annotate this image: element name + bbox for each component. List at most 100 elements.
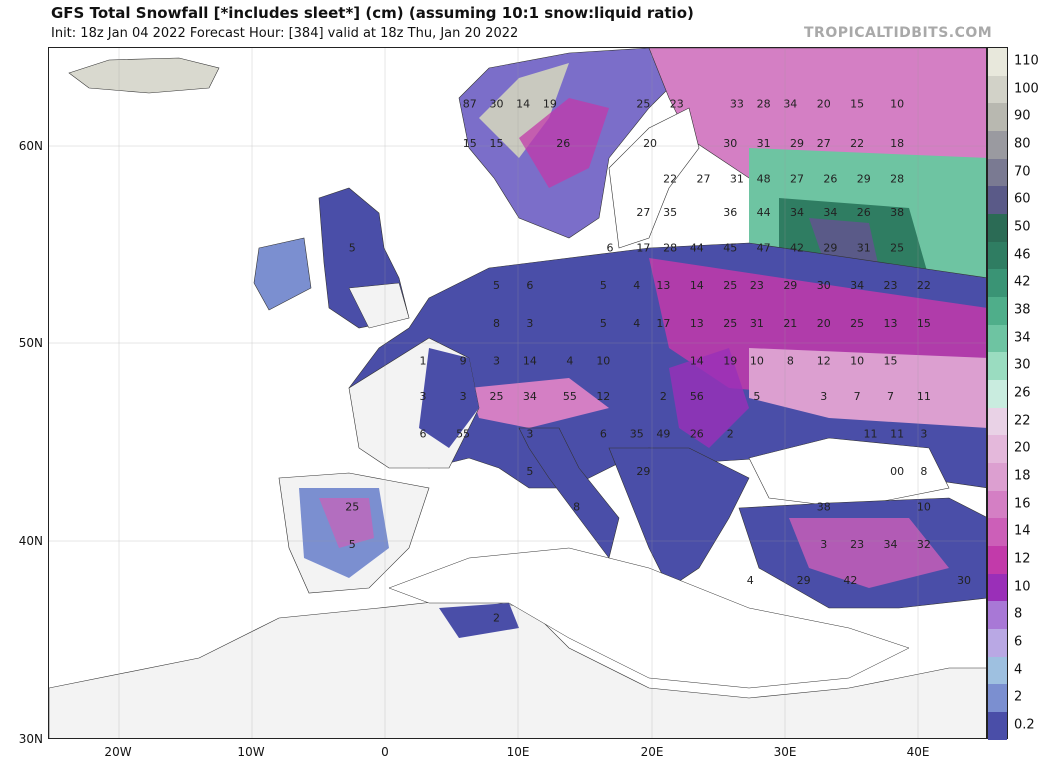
snowfall-value: 42 [790,242,804,255]
snowfall-value: 21 [783,317,797,330]
color-legend [987,47,1008,740]
legend-swatch [988,463,1007,491]
legend-swatch [988,573,1007,602]
snowfall-value: 8 [920,465,927,478]
snowfall-value: 38 [890,206,904,219]
snowfall-value: 2 [493,611,500,624]
snowfall-value: 00 [890,465,904,478]
legend-label: 50 [1014,219,1031,235]
snowfall-value: 5 [753,390,760,403]
snow-alps [469,378,609,428]
legend-swatch [988,546,1007,574]
snowfall-value: 47 [757,242,771,255]
snowfall-value: 8 [573,501,580,514]
snowfall-value: 10 [917,501,931,514]
snowfall-value: 11 [890,427,904,440]
legend-label: 18 [1014,468,1031,484]
snowfall-value: 34 [790,206,804,219]
source-credit: TROPICALTIDBITS.COM [804,25,993,41]
land-balkans [608,447,750,589]
snowfall-value: 55 [456,427,470,440]
snowfall-value: 2 [660,390,667,403]
legend-swatch [988,407,1007,436]
snowfall-value: 3 [920,427,927,440]
legend-label: 20 [1014,440,1031,456]
legend-label: 2 [1014,689,1023,705]
snowfall-value: 13 [690,317,704,330]
snowfall-value: 34 [523,390,537,403]
legend-label: 6 [1014,634,1023,650]
snowfall-value: 15 [850,97,864,110]
lon-label-40e: 40E [906,745,930,759]
snowfall-value: 44 [757,206,771,219]
snowfall-value: 15 [883,354,897,367]
snowfall-value: 31 [730,172,744,185]
snowfall-value: 34 [783,97,797,110]
legend-label: 0.2 [1014,717,1035,733]
snowfall-value: 30 [489,97,503,110]
sea-baltic [608,107,700,249]
snowfall-value: 14 [690,354,704,367]
snowfall-value: 27 [696,172,710,185]
legend-label: 46 [1014,247,1031,263]
snowfall-value: 56 [690,390,704,403]
snowfall-value: 32 [917,538,931,551]
legend-label: 100 [1014,81,1039,97]
snowfall-value: 15 [463,137,477,150]
snowfall-value: 26 [857,206,871,219]
legend-label: 34 [1014,330,1031,346]
snowfall-value: 4 [566,354,573,367]
snowfall-value: 25 [345,501,359,514]
snowfall-value: 5 [526,465,533,478]
land-britain-south [348,282,410,329]
snowfall-value: 31 [750,317,764,330]
snowfall-value: 22 [850,137,864,150]
snowfall-value: 35 [630,427,644,440]
snow-scandinavia-magenta [519,98,609,188]
snowfall-map[interactable]: 4635687301419151526281922243030232021122… [48,47,987,739]
snowfall-value: 8 [493,317,500,330]
lon-label-20w: 20W [104,745,132,759]
snowfall-value: 29 [783,279,797,292]
snow-carpathians [669,348,749,448]
snow-iberia-magenta [319,498,374,548]
snowfall-value: 7 [887,390,894,403]
snowfall-value: 14 [523,354,537,367]
lon-label-20e: 20E [640,745,664,759]
snowfall-value: 28 [890,172,904,185]
legend-swatch [988,131,1007,159]
snowfall-value: 4 [633,317,640,330]
snowfall-value: 25 [636,97,650,110]
legend-swatch [988,158,1007,187]
snowfall-value: 15 [489,137,503,150]
snowfall-value: 11 [863,427,877,440]
legend-swatch [988,629,1007,657]
legend-swatch [988,214,1007,242]
snowfall-value: 12 [596,390,610,403]
legend-label: 4 [1014,662,1023,678]
snowfall-value: 31 [857,242,871,255]
snowfall-value: 9 [460,354,467,367]
snowfall-value: 23 [670,97,684,110]
legend-label: 26 [1014,385,1031,401]
legend-label: 10 [1014,579,1031,595]
lat-label-60n: 60N [18,139,43,153]
snowfall-value: 23 [883,279,897,292]
snowfall-value: 27 [790,172,804,185]
snowfall-value: 20 [817,317,831,330]
snowfall-value: 4 [633,279,640,292]
sea-mediterranean [388,547,910,689]
snowfall-value: 33 [730,97,744,110]
snowfall-value: 34 [883,538,897,551]
lon-label-0: 0 [381,745,389,759]
snowfall-value: 3 [820,538,827,551]
snowfall-value: 10 [890,97,904,110]
snowfall-value: 18 [890,137,904,150]
snowfall-value: 2 [727,427,734,440]
snowfall-value: 22 [663,172,677,185]
legend-label: 22 [1014,413,1031,429]
snowfall-value: 30 [957,574,971,587]
map-title: GFS Total Snowfall [*includes sleet*] (c… [51,4,694,22]
snowfall-value: 5 [600,279,607,292]
legend-label: 30 [1014,357,1031,373]
